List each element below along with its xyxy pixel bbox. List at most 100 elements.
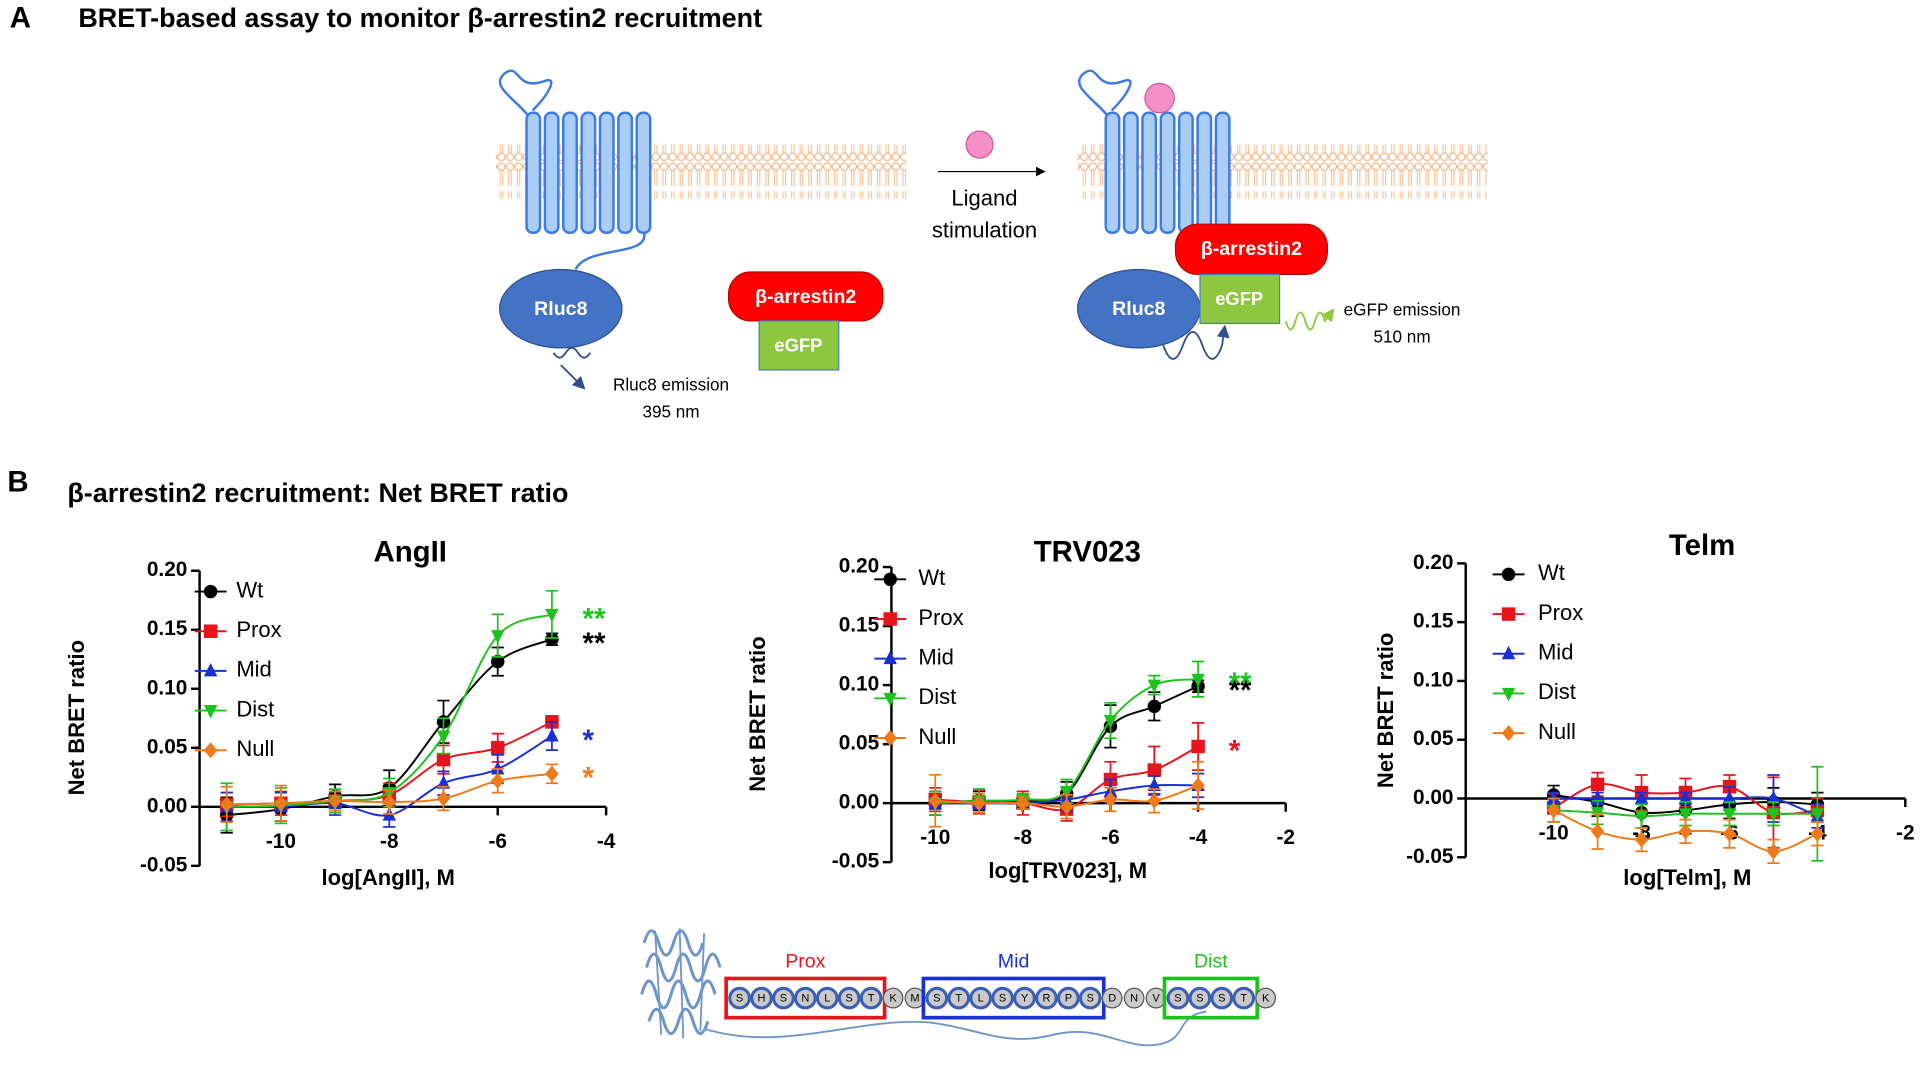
region-label: Dist	[1194, 951, 1228, 973]
legend-label: Mid	[1538, 640, 1574, 665]
emission-wave	[1284, 308, 1335, 331]
residue-label: S	[846, 993, 853, 1005]
residue	[1123, 987, 1145, 1009]
legend-marker	[1501, 687, 1516, 702]
chart: Telm log[Telm], M Net BRET ratio -0.05 0.00 0…	[1373, 529, 1914, 890]
significance: **	[1229, 674, 1252, 707]
x-tick-label: -4	[597, 830, 616, 853]
residue	[925, 986, 949, 1010]
legend-label: Null	[1538, 719, 1576, 744]
y-tick-label: 0.15	[1413, 610, 1453, 633]
y-tick-label: 0.10	[147, 676, 187, 699]
x-axis-label: log[Telm], M	[1623, 865, 1751, 890]
x-axis-label: log[TRV023], M	[988, 858, 1147, 883]
y-tick-label: 0.05	[839, 732, 879, 755]
n-terminus	[1077, 69, 1132, 118]
residue-label: K	[889, 993, 897, 1005]
legend-marker	[203, 584, 218, 599]
significance: **	[1229, 667, 1252, 700]
y-tick-label: -0.05	[140, 853, 187, 876]
data-point	[436, 730, 451, 744]
chart-title: AngII	[373, 535, 446, 568]
data-point	[1147, 777, 1162, 791]
residue	[969, 986, 993, 1010]
legend-marker	[883, 572, 897, 587]
legend-entry: Dist	[874, 684, 956, 709]
residue-label: N	[1130, 993, 1138, 1005]
residue	[859, 986, 883, 1010]
y-tick-label: -0.05	[832, 850, 879, 873]
emission-wave	[552, 346, 590, 387]
residue-label: M	[910, 993, 919, 1005]
energy-transfer	[1162, 324, 1230, 360]
x-axis-label: log[AngII], M	[321, 865, 454, 890]
y-tick-label: 0.00	[1413, 786, 1453, 809]
legend-entry: Prox	[874, 605, 964, 630]
residue-label: S	[736, 993, 743, 1005]
helices	[1104, 111, 1231, 235]
region-label: Prox	[785, 951, 825, 973]
data-point	[328, 792, 342, 809]
region-label: Mid	[998, 951, 1030, 973]
data-point	[490, 654, 505, 669]
legend-marker	[203, 624, 218, 638]
residue-label: L	[824, 993, 830, 1005]
data-point	[1722, 808, 1737, 822]
legend-entry: Dist	[194, 696, 274, 721]
residue	[794, 986, 817, 1010]
x-tick-label: -10	[1539, 822, 1569, 845]
residue-label: S	[1087, 993, 1094, 1005]
residue-label: S	[780, 993, 787, 1005]
data-point	[1546, 802, 1561, 819]
stimulus: Ligand stimulation	[932, 130, 1046, 242]
residue-label: K	[1262, 993, 1270, 1005]
residue-label: S	[1218, 993, 1225, 1005]
x-tick-label: -2	[1896, 822, 1915, 845]
legend-entry: Mid	[874, 644, 954, 669]
residue	[815, 986, 839, 1010]
residue	[1035, 986, 1058, 1010]
emission-label: eGFP emission	[1344, 300, 1461, 320]
x-tick-label: -8	[1014, 826, 1033, 849]
legend-entry: Null	[874, 724, 956, 749]
data-point	[219, 796, 234, 813]
donor	[498, 268, 623, 349]
legend-marker	[203, 705, 218, 719]
residue	[947, 986, 971, 1010]
legend-entry: Null	[194, 736, 274, 761]
panel-label: A	[10, 1, 31, 34]
residue-label: S	[999, 993, 1006, 1005]
series	[928, 760, 1205, 828]
data-point	[1766, 843, 1781, 860]
residue	[1013, 986, 1036, 1010]
data-point	[928, 792, 942, 809]
legend-entry: Null	[1492, 719, 1576, 744]
x-tick-label: -10	[920, 826, 950, 849]
legend-marker	[883, 612, 897, 626]
residue-label: V	[1152, 993, 1160, 1005]
y-tick-label: 0.00	[839, 791, 879, 814]
y-tick-label: -0.05	[1406, 845, 1453, 868]
y-tick-label: 0.20	[839, 555, 879, 578]
data-point	[436, 775, 451, 789]
panel-title: BRET-based assay to monitor β-arrestin2 …	[78, 3, 762, 33]
residue-label: S	[1196, 993, 1203, 1005]
stimulus-label: Ligand	[951, 186, 1017, 211]
data-point	[490, 761, 505, 775]
data-point	[490, 772, 505, 789]
data-point	[1590, 777, 1605, 792]
x-tick-label: -6	[488, 830, 507, 853]
legend-label: Prox	[1538, 600, 1583, 625]
y-tick-label: 0.05	[147, 735, 187, 758]
data-point	[382, 794, 397, 811]
residue	[1210, 986, 1234, 1010]
right-receptor-diagram: Rluc8 β-arrestin2 eGFP eGFP emission 510…	[1076, 69, 1488, 360]
legend-entry: Wt	[1492, 560, 1565, 585]
chart: TRV023 log[TRV023], M Net BRET ratio -0.05 0…	[745, 535, 1295, 882]
data-point	[972, 795, 986, 812]
arrestin-label: β-arrestin2	[755, 286, 856, 308]
data-point	[1634, 831, 1649, 848]
data-point	[1191, 673, 1205, 688]
data-point	[1766, 790, 1781, 804]
